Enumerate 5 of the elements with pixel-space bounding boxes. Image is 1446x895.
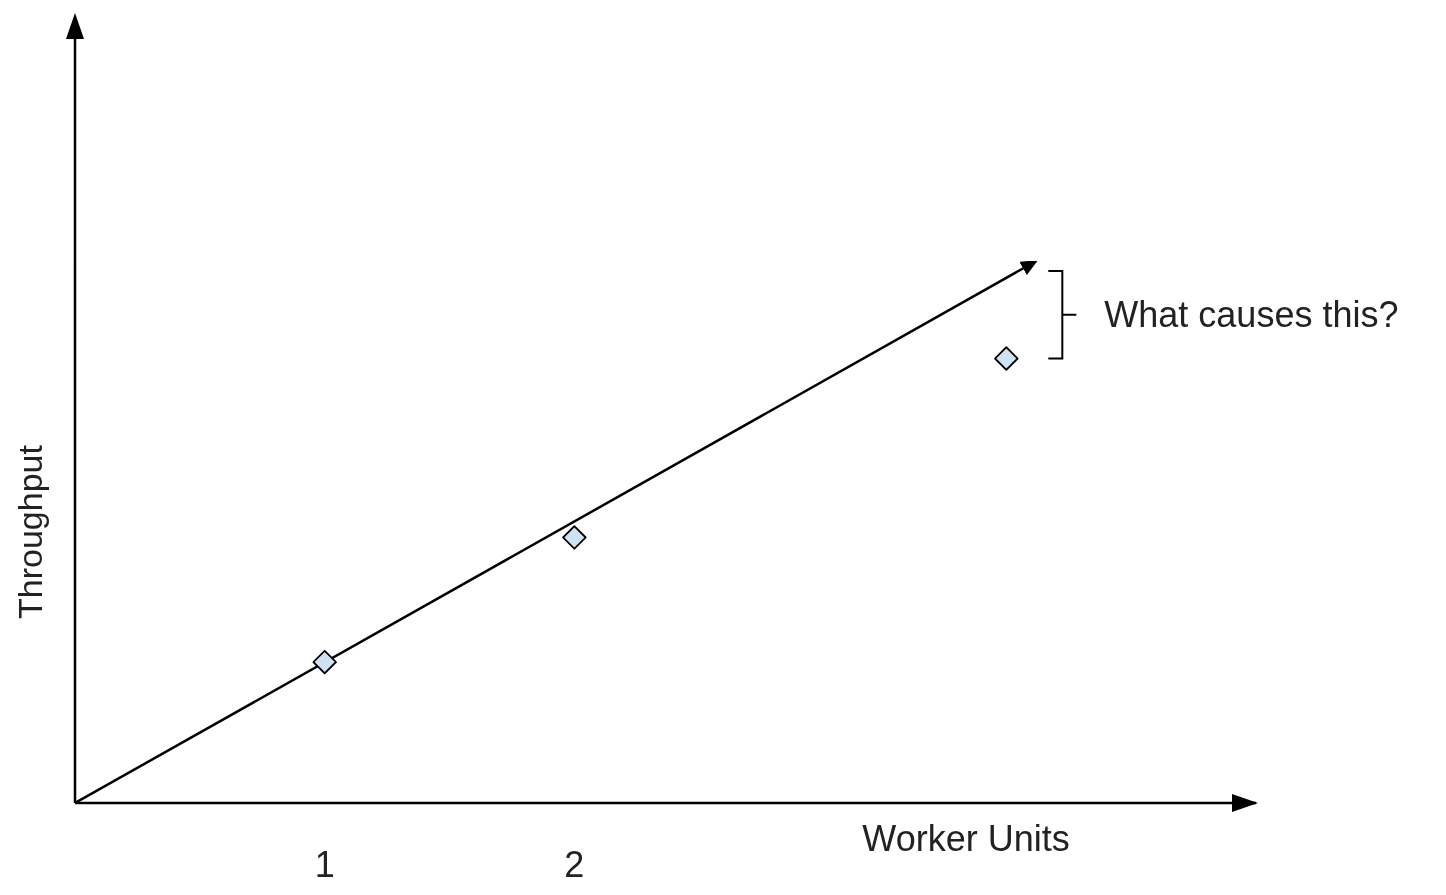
y-axis-title: Throughput — [11, 444, 50, 619]
annotation: What causes this? — [1104, 293, 1399, 335]
x-axis-title: Worker Units — [862, 818, 1070, 859]
x-tick-label: 1 — [314, 843, 335, 885]
x-tick-label: 2 — [564, 843, 585, 885]
